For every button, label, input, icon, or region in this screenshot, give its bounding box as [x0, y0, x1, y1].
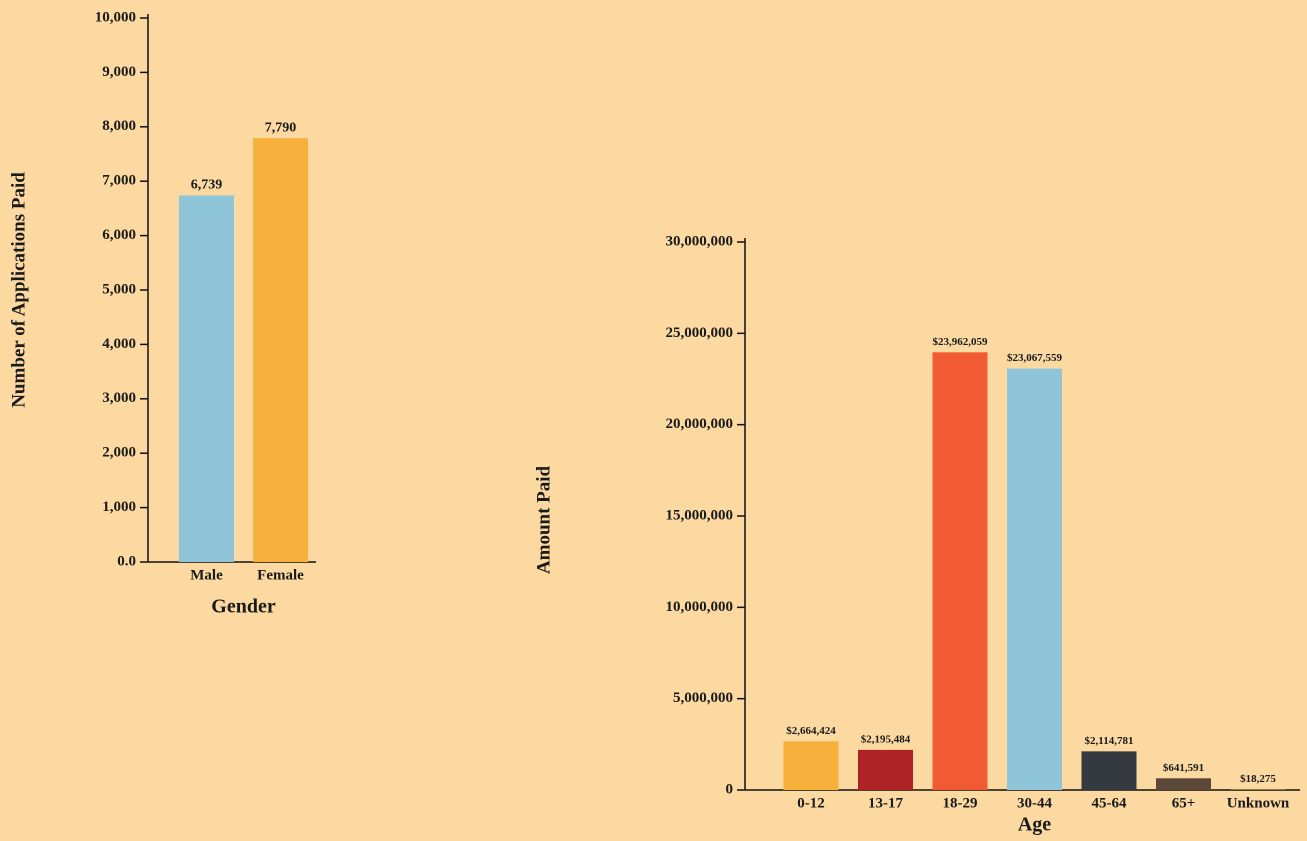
y-tick-label: 3,000	[102, 390, 136, 406]
bar	[783, 741, 839, 790]
y-tick-label: 1,000	[102, 499, 136, 515]
bar	[253, 138, 308, 562]
x-axis-title: Gender	[211, 596, 276, 618]
y-tick-label: 5,000	[102, 281, 136, 297]
bar	[179, 195, 234, 562]
y-tick-label: 9,000	[102, 64, 136, 80]
y-tick-label: 10,000	[95, 9, 136, 25]
bar	[1007, 368, 1062, 790]
y-tick-label: 30,000,000	[666, 233, 734, 249]
y-tick-label: 6,000	[102, 227, 136, 243]
y-tick-label: 25,000,000	[666, 325, 734, 341]
y-tick-label: 20,000,000	[666, 416, 734, 432]
bar	[932, 352, 988, 790]
y-axis-title: Number of Applications Paid	[8, 172, 29, 408]
y-tick-label: 0.0	[117, 553, 136, 569]
x-axis-title: Age	[1018, 814, 1051, 836]
x-tick-label: 13-17	[868, 795, 903, 811]
value-label: $2,114,781	[1085, 735, 1134, 747]
value-label: 6,739	[191, 178, 223, 193]
y-axis-title: Amount Paid	[533, 465, 554, 574]
value-label: $18,275	[1240, 773, 1276, 785]
y-tick-label: 10,000,000	[666, 599, 734, 615]
value-label: $23,067,559	[1007, 352, 1063, 364]
x-tick-label: 30-44	[1017, 795, 1052, 811]
value-label: $2,664,424	[786, 725, 836, 737]
x-tick-label: 45-64	[1092, 795, 1127, 811]
x-tick-label: 18-29	[943, 795, 978, 811]
bar	[1156, 778, 1211, 790]
bar	[1081, 751, 1137, 790]
y-tick-label: 0	[726, 781, 734, 797]
y-tick-label: 5,000,000	[673, 690, 733, 706]
value-label: $23,962,059	[933, 336, 989, 348]
value-label: 7,790	[265, 120, 297, 135]
y-tick-label: 15,000,000	[666, 507, 734, 523]
bar	[858, 749, 913, 790]
value-label: $2,195,484	[861, 733, 911, 745]
value-label: $641,591	[1163, 762, 1204, 774]
x-tick-label: Female	[257, 567, 304, 583]
x-tick-label: Male	[190, 567, 223, 583]
y-tick-label: 4,000	[102, 336, 136, 352]
y-tick-label: 2,000	[102, 445, 136, 461]
x-tick-label: 0-12	[797, 795, 825, 811]
x-tick-label: 65+	[1172, 795, 1196, 811]
x-tick-label: Unknown	[1227, 795, 1290, 811]
y-tick-label: 7,000	[102, 173, 136, 189]
y-tick-label: 8,000	[102, 118, 136, 134]
